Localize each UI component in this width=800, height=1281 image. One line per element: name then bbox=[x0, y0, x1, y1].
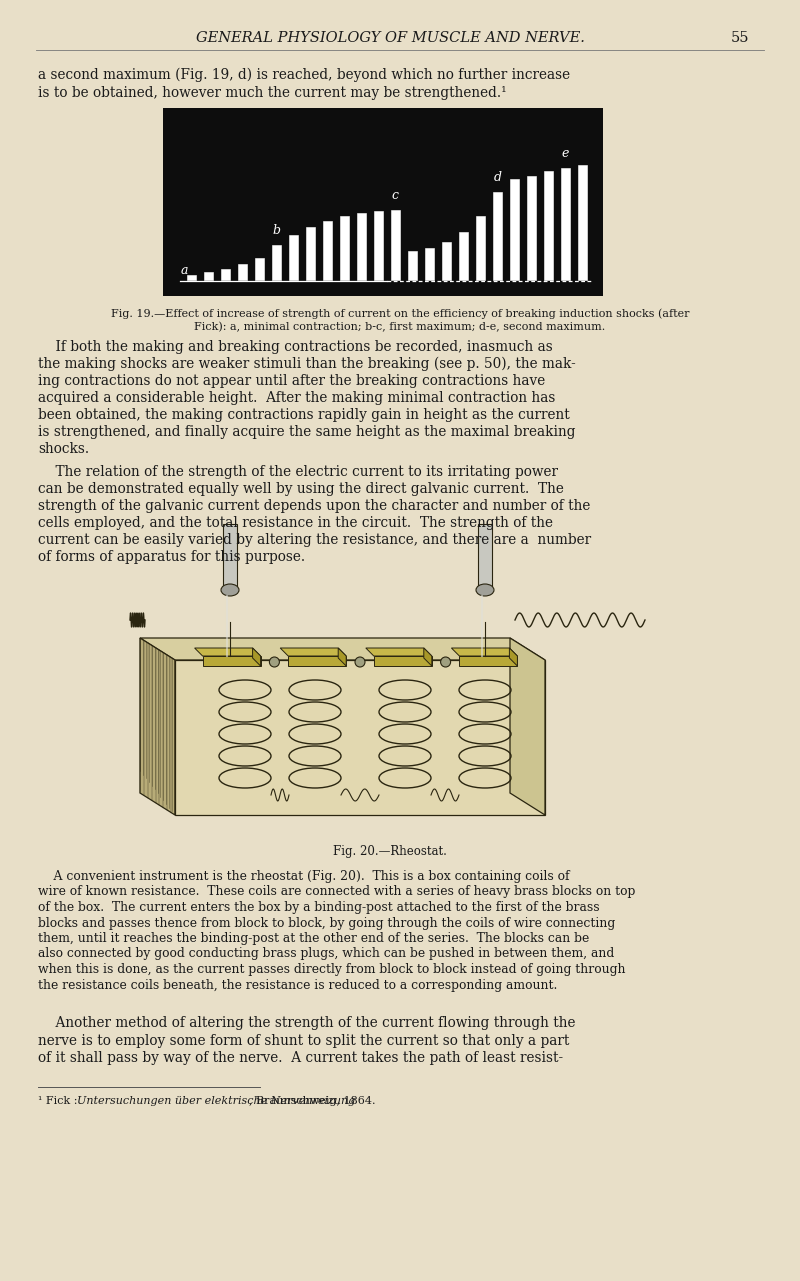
Bar bbox=[340, 216, 349, 281]
Bar bbox=[357, 213, 366, 281]
Text: b: b bbox=[273, 224, 281, 237]
Polygon shape bbox=[280, 648, 346, 656]
Bar bbox=[478, 524, 492, 591]
Text: The relation of the strength of the electric current to its irritating power: The relation of the strength of the elec… bbox=[38, 465, 558, 479]
Polygon shape bbox=[194, 648, 261, 656]
Text: strength of the galvanic current depends upon the character and number of the: strength of the galvanic current depends… bbox=[38, 500, 590, 512]
Text: of the box.  The current enters the box by a binding-post attached to the first : of the box. The current enters the box b… bbox=[38, 901, 600, 915]
Text: of it shall pass by way of the nerve.  A current takes the path of least resist-: of it shall pass by way of the nerve. A … bbox=[38, 1050, 563, 1065]
Text: them, until it reaches the binding-post at the other end of the series.  The blo: them, until it reaches the binding-post … bbox=[38, 933, 590, 945]
Text: d: d bbox=[494, 170, 502, 184]
Text: If both the making and breaking contractions be recorded, inasmuch as: If both the making and breaking contract… bbox=[38, 339, 553, 354]
Bar bbox=[163, 108, 603, 296]
Ellipse shape bbox=[221, 584, 239, 596]
Text: nerve is to employ some form of shunt to split the current so that only a part: nerve is to employ some form of shunt to… bbox=[38, 1034, 570, 1048]
Bar bbox=[578, 165, 587, 281]
Text: ing contractions do not appear until after the breaking contractions have: ing contractions do not appear until aft… bbox=[38, 374, 546, 388]
Bar bbox=[374, 211, 383, 281]
Bar bbox=[322, 220, 332, 281]
Text: blocks and passes thence from block to block, by going through the coils of wire: blocks and passes thence from block to b… bbox=[38, 916, 615, 930]
Text: is to be obtained, however much the current may be strengthened.¹: is to be obtained, however much the curr… bbox=[38, 86, 506, 100]
Bar bbox=[510, 179, 519, 281]
Bar bbox=[544, 172, 553, 281]
Bar bbox=[408, 251, 417, 281]
Bar bbox=[526, 175, 536, 281]
Bar bbox=[561, 168, 570, 281]
Text: of forms of apparatus for this purpose.: of forms of apparatus for this purpose. bbox=[38, 550, 305, 564]
Bar bbox=[238, 264, 247, 281]
Text: a: a bbox=[181, 264, 189, 277]
Bar bbox=[493, 192, 502, 281]
Polygon shape bbox=[451, 648, 518, 656]
Text: c: c bbox=[392, 188, 399, 201]
Bar bbox=[476, 216, 485, 281]
Bar bbox=[288, 656, 346, 666]
Text: a second maximum (Fig. 19, d) is reached, beyond which no further increase: a second maximum (Fig. 19, d) is reached… bbox=[38, 68, 570, 82]
Bar bbox=[459, 656, 518, 666]
Polygon shape bbox=[510, 638, 545, 815]
Bar bbox=[223, 524, 237, 591]
Circle shape bbox=[270, 657, 279, 667]
Polygon shape bbox=[140, 638, 175, 815]
Polygon shape bbox=[366, 648, 432, 656]
Text: e: e bbox=[562, 147, 569, 160]
Text: wire of known resistance.  These coils are connected with a series of heavy bras: wire of known resistance. These coils ar… bbox=[38, 885, 635, 898]
Polygon shape bbox=[253, 648, 261, 666]
Text: Fig. 19.—Effect of increase of strength of current on the efficiency of breaking: Fig. 19.—Effect of increase of strength … bbox=[110, 307, 690, 319]
Text: the resistance coils beneath, the resistance is reduced to a corresponding amoun: the resistance coils beneath, the resist… bbox=[38, 979, 558, 991]
Bar bbox=[272, 245, 281, 281]
Bar bbox=[186, 275, 196, 281]
Text: acquired a considerable height.  After the making minimal contraction has: acquired a considerable height. After th… bbox=[38, 391, 555, 405]
Polygon shape bbox=[424, 648, 432, 666]
Bar bbox=[254, 257, 264, 281]
Text: been obtained, the making contractions rapidly gain in height as the current: been obtained, the making contractions r… bbox=[38, 409, 570, 421]
Text: , Braunschweig, 1864.: , Braunschweig, 1864. bbox=[250, 1097, 376, 1107]
Bar bbox=[458, 232, 468, 281]
Text: 55: 55 bbox=[730, 31, 750, 45]
Text: current can be easily varied by altering the resistance, and there are a  number: current can be easily varied by altering… bbox=[38, 533, 591, 547]
Bar bbox=[425, 249, 434, 281]
Text: Another method of altering the strength of the current flowing through the: Another method of altering the strength … bbox=[38, 1016, 575, 1030]
Bar bbox=[221, 269, 230, 281]
Text: Fick): a, minimal contraction; b-c, first maximum; d-e, second maximum.: Fick): a, minimal contraction; b-c, firs… bbox=[194, 322, 606, 332]
Bar bbox=[175, 660, 545, 815]
Bar bbox=[204, 272, 213, 281]
Ellipse shape bbox=[476, 584, 494, 596]
Text: ¹ Fick :: ¹ Fick : bbox=[38, 1097, 81, 1107]
Bar bbox=[442, 242, 451, 281]
Polygon shape bbox=[510, 648, 518, 666]
Polygon shape bbox=[140, 638, 545, 660]
Text: Untersuchungen über elektrische Nervenreizung: Untersuchungen über elektrische Nervenre… bbox=[77, 1097, 355, 1107]
Bar bbox=[202, 656, 261, 666]
Text: also connected by good conducting brass plugs, which can be pushed in between th: also connected by good conducting brass … bbox=[38, 948, 614, 961]
Text: shocks.: shocks. bbox=[38, 442, 89, 456]
Bar bbox=[289, 236, 298, 281]
Text: the making shocks are weaker stimuli than the breaking (see p. 50), the mak-: the making shocks are weaker stimuli tha… bbox=[38, 357, 576, 371]
Circle shape bbox=[441, 657, 450, 667]
Circle shape bbox=[355, 657, 365, 667]
Text: is strengthened, and finally acquire the same height as the maximal breaking: is strengthened, and finally acquire the… bbox=[38, 425, 575, 439]
Text: GENERAL PHYSIOLOGY OF MUSCLE AND NERVE.: GENERAL PHYSIOLOGY OF MUSCLE AND NERVE. bbox=[195, 31, 585, 45]
Text: can be demonstrated equally well by using the direct galvanic current.  The: can be demonstrated equally well by usin… bbox=[38, 482, 564, 496]
Text: when this is done, as the current passes directly from block to block instead of: when this is done, as the current passes… bbox=[38, 963, 626, 976]
Text: cells employed, and the total resistance in the circuit.  The strength of the: cells employed, and the total resistance… bbox=[38, 516, 553, 530]
Text: Fig. 20.—Rheostat.: Fig. 20.—Rheostat. bbox=[333, 845, 447, 858]
Polygon shape bbox=[338, 648, 346, 666]
Text: A convenient instrument is the rheostat (Fig. 20).  This is a box containing coi: A convenient instrument is the rheostat … bbox=[38, 870, 570, 883]
Bar bbox=[390, 210, 400, 281]
Bar bbox=[374, 656, 432, 666]
Bar bbox=[306, 227, 315, 281]
